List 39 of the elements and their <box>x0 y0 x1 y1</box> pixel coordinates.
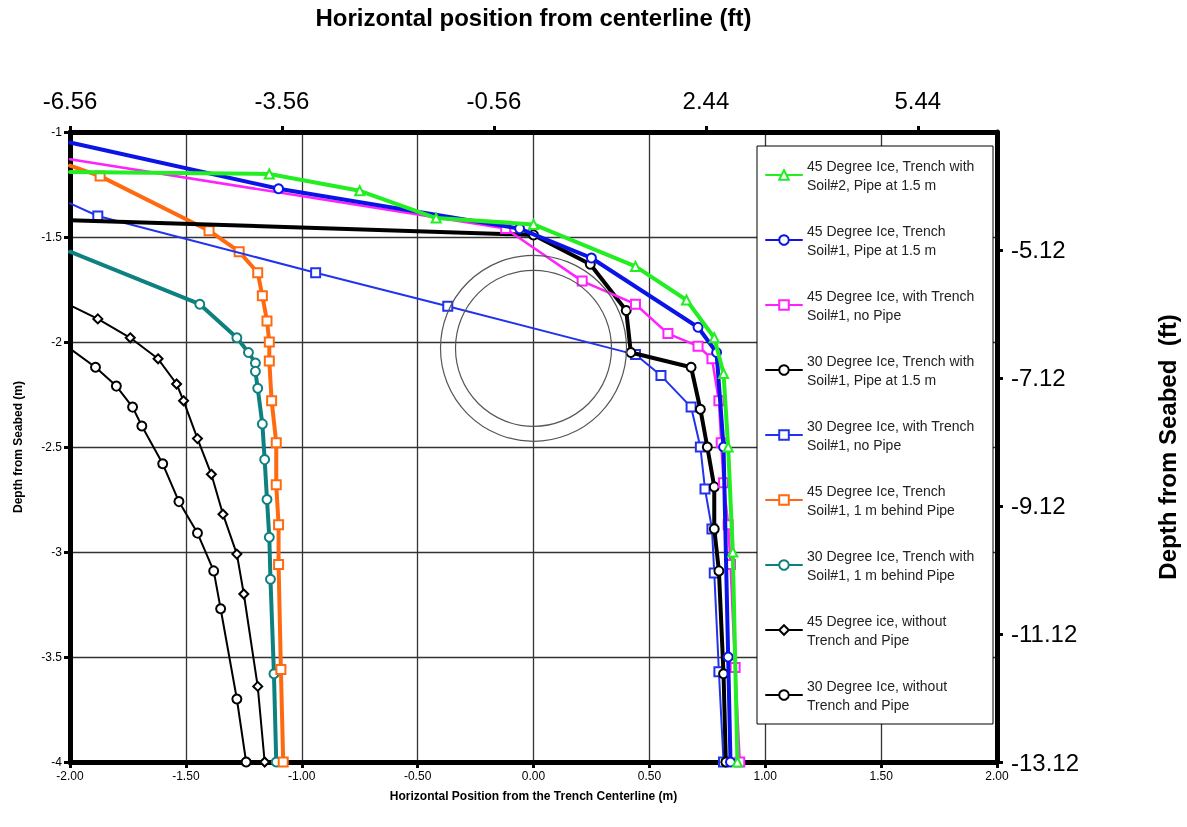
legend-label: 30 Degree Ice, Trench with Soil#1, 1 m behind Pipe <box>807 547 979 583</box>
legend-label: 45 Degree Ice, Trench with Soil#2, Pipe at 1.5 m <box>807 157 979 193</box>
legend-label: 30 Degree Ice, with Trench Soil#1, no Pipe <box>807 417 979 453</box>
x-tick-label: 1.50 <box>869 769 894 783</box>
y2-tick-label: -7.12 <box>1011 364 1066 392</box>
x-tick-label: -0.50 <box>403 769 432 783</box>
x2-tick-label: -0.56 <box>466 86 522 114</box>
y-tick-label: -2.5 <box>41 440 63 454</box>
x-axis-title: Horizontal Position from the Trench Centerline (m) <box>389 789 678 803</box>
legend-label: 45 Degree Ice, Trench Soil#1, Pipe at 1.5 m <box>807 222 950 258</box>
x-tick-label: -2.00 <box>56 769 84 783</box>
x-tick-label: 2.00 <box>985 769 1009 783</box>
y2-tick-label: -5.12 <box>1011 236 1066 264</box>
y-tick-label: -1 <box>51 125 63 139</box>
legend-label: 30 Degree Ice, Trench with Soil#1, Pipe at 1.5 m <box>807 352 979 388</box>
x-tick-label: 0.00 <box>521 769 546 783</box>
x-tick-label: -1.00 <box>288 769 316 783</box>
legend-label: 30 Degree Ice, without Trench and Pipe <box>807 677 951 713</box>
x2-tick-label: 2.44 <box>682 86 730 114</box>
y2-tick-label: -11.12 <box>1011 620 1078 648</box>
legend-label: 45 Degree ice, without Trench and Pipe <box>807 612 951 648</box>
y2-axis-title: Depth from Seabed (ft) <box>1153 314 1181 580</box>
y-tick-label: -3.5 <box>41 650 63 664</box>
y-tick-label: -1.5 <box>41 230 63 244</box>
y-tick-label: -4 <box>51 755 63 769</box>
x-tick-label: 0.50 <box>637 769 662 783</box>
x2-tick-label: -3.56 <box>254 86 310 114</box>
y2-tick-label: -9.12 <box>1011 492 1066 520</box>
y2-tick-label: -13.12 <box>1011 748 1080 776</box>
x2-tick-label: -6.56 <box>42 86 98 114</box>
y-tick-label: -2 <box>51 335 63 349</box>
x2-tick-label: 5.44 <box>894 86 942 114</box>
y-axis-title: Depth from Seabed (m) <box>11 380 25 514</box>
x2-axis-title: Horizontal position from centerline (ft) <box>315 3 752 31</box>
x-tick-label: 1.00 <box>753 769 778 783</box>
legend-label: 45 Degree Ice, Trench Soil#1, 1 m behind Pipe <box>807 482 956 518</box>
x-tick-label: -1.50 <box>172 769 200 783</box>
legend-label: 45 Degree Ice, with Trench Soil#1, no Pipe <box>807 287 979 323</box>
y-tick-label: -3 <box>51 545 63 559</box>
